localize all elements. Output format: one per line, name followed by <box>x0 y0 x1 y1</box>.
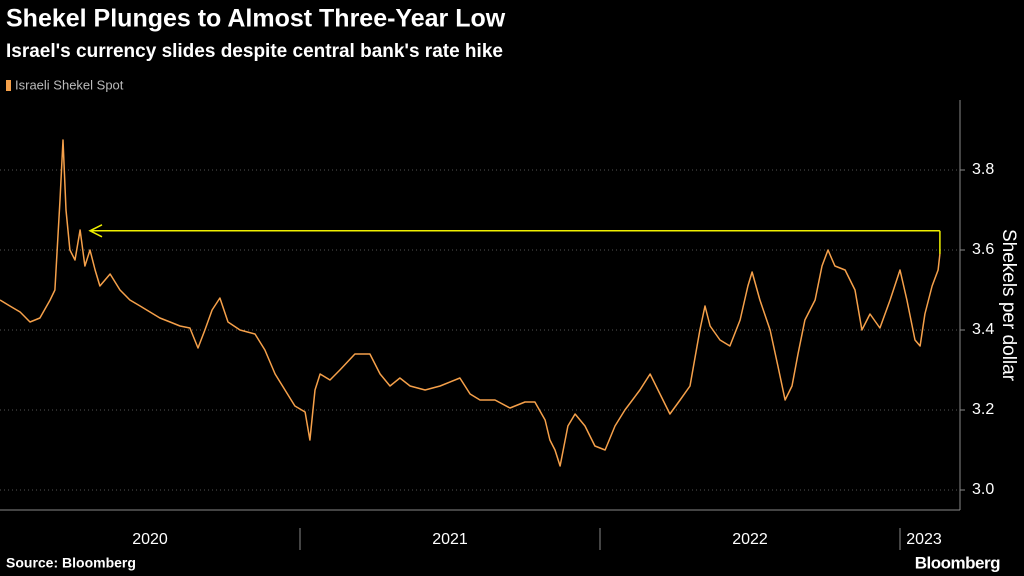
source: Source: Bloomberg <box>6 555 136 571</box>
x-tick-label: 2023 <box>906 531 942 548</box>
x-tick-label: 2022 <box>732 531 768 548</box>
x-tick-label: 2021 <box>432 531 468 548</box>
legend-swatch <box>6 80 11 91</box>
y-tick-label: 3.0 <box>972 481 994 498</box>
y-tick-label: 3.6 <box>972 241 994 258</box>
arrow-head <box>88 224 103 238</box>
legend-label: Israeli Shekel Spot <box>15 77 124 92</box>
y-tick-label: 3.2 <box>972 401 994 418</box>
y-tick-label: 3.8 <box>972 161 994 178</box>
chart-title: Shekel Plunges to Almost Three-Year Low <box>6 5 506 33</box>
y-axis-label: Shekels per dollar <box>998 229 1019 382</box>
chart-subtitle: Israel's currency slides despite central… <box>6 41 503 62</box>
line <box>0 139 941 467</box>
x-tick-label: 2020 <box>132 531 168 548</box>
brand: Bloomberg <box>915 553 1000 572</box>
y-tick-label: 3.4 <box>972 321 994 338</box>
